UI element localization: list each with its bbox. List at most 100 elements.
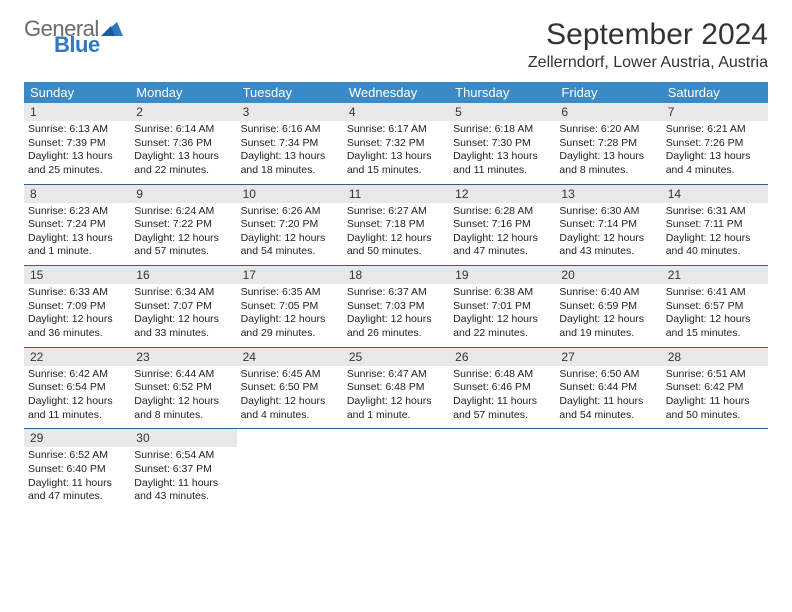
day-number: 11 <box>343 185 449 203</box>
day-cell: 5Sunrise: 6:18 AMSunset: 7:30 PMDaylight… <box>449 103 555 184</box>
day-cell: 19Sunrise: 6:38 AMSunset: 7:01 PMDayligh… <box>449 266 555 347</box>
day-details: Sunrise: 6:33 AMSunset: 7:09 PMDaylight:… <box>24 284 130 347</box>
day-cell: 3Sunrise: 6:16 AMSunset: 7:34 PMDaylight… <box>237 103 343 184</box>
day-line-day2: and 57 minutes. <box>453 409 551 423</box>
day-cell <box>555 429 661 510</box>
day-line-sunrise: Sunrise: 6:14 AM <box>134 123 232 137</box>
day-cell: 29Sunrise: 6:52 AMSunset: 6:40 PMDayligh… <box>24 429 130 510</box>
day-line-day2: and 18 minutes. <box>241 164 339 178</box>
day-line-day2: and 25 minutes. <box>28 164 126 178</box>
day-number: 13 <box>555 185 661 203</box>
day-line-day1: Daylight: 12 hours <box>241 395 339 409</box>
day-line-day1: Daylight: 13 hours <box>241 150 339 164</box>
day-line-sunset: Sunset: 7:11 PM <box>666 218 764 232</box>
day-number: 6 <box>555 103 661 121</box>
day-number: 9 <box>130 185 236 203</box>
day-line-sunrise: Sunrise: 6:47 AM <box>347 368 445 382</box>
day-line-day2: and 43 minutes. <box>559 245 657 259</box>
day-line-day2: and 19 minutes. <box>559 327 657 341</box>
day-line-sunset: Sunset: 7:05 PM <box>241 300 339 314</box>
day-line-day2: and 40 minutes. <box>666 245 764 259</box>
day-cell: 22Sunrise: 6:42 AMSunset: 6:54 PMDayligh… <box>24 348 130 429</box>
day-line-sunset: Sunset: 7:36 PM <box>134 137 232 151</box>
day-line-day1: Daylight: 12 hours <box>134 313 232 327</box>
day-line-day2: and 22 minutes. <box>134 164 232 178</box>
week-row: 1Sunrise: 6:13 AMSunset: 7:39 PMDaylight… <box>24 103 768 185</box>
day-line-day1: Daylight: 12 hours <box>134 395 232 409</box>
day-details: Sunrise: 6:27 AMSunset: 7:18 PMDaylight:… <box>343 203 449 266</box>
day-line-sunset: Sunset: 7:24 PM <box>28 218 126 232</box>
day-details: Sunrise: 6:21 AMSunset: 7:26 PMDaylight:… <box>662 121 768 184</box>
day-line-sunset: Sunset: 7:03 PM <box>347 300 445 314</box>
day-line-sunset: Sunset: 7:14 PM <box>559 218 657 232</box>
day-line-day2: and 15 minutes. <box>347 164 445 178</box>
day-line-sunset: Sunset: 6:40 PM <box>28 463 126 477</box>
title-block: September 2024 Zellerndorf, Lower Austri… <box>528 18 768 72</box>
day-line-sunrise: Sunrise: 6:45 AM <box>241 368 339 382</box>
logo-text-blue: Blue <box>54 34 123 56</box>
day-cell <box>449 429 555 510</box>
day-line-day1: Daylight: 12 hours <box>666 313 764 327</box>
day-line-day1: Daylight: 12 hours <box>347 232 445 246</box>
day-number: 8 <box>24 185 130 203</box>
day-details: Sunrise: 6:23 AMSunset: 7:24 PMDaylight:… <box>24 203 130 266</box>
day-number: 17 <box>237 266 343 284</box>
day-cell: 24Sunrise: 6:45 AMSunset: 6:50 PMDayligh… <box>237 348 343 429</box>
day-cell <box>343 429 449 510</box>
day-number: 4 <box>343 103 449 121</box>
day-line-day1: Daylight: 12 hours <box>347 313 445 327</box>
day-line-day2: and 1 minute. <box>347 409 445 423</box>
day-line-sunrise: Sunrise: 6:30 AM <box>559 205 657 219</box>
day-details: Sunrise: 6:44 AMSunset: 6:52 PMDaylight:… <box>130 366 236 429</box>
day-details: Sunrise: 6:16 AMSunset: 7:34 PMDaylight:… <box>237 121 343 184</box>
day-line-sunrise: Sunrise: 6:18 AM <box>453 123 551 137</box>
day-line-day2: and 47 minutes. <box>453 245 551 259</box>
location: Zellerndorf, Lower Austria, Austria <box>528 54 768 72</box>
day-details: Sunrise: 6:26 AMSunset: 7:20 PMDaylight:… <box>237 203 343 266</box>
weekday-header: Sunday <box>24 82 130 103</box>
day-line-day2: and 22 minutes. <box>453 327 551 341</box>
day-line-day1: Daylight: 13 hours <box>28 232 126 246</box>
day-cell: 8Sunrise: 6:23 AMSunset: 7:24 PMDaylight… <box>24 185 130 266</box>
day-number: 27 <box>555 348 661 366</box>
day-cell: 15Sunrise: 6:33 AMSunset: 7:09 PMDayligh… <box>24 266 130 347</box>
day-cell: 27Sunrise: 6:50 AMSunset: 6:44 PMDayligh… <box>555 348 661 429</box>
day-line-sunset: Sunset: 6:57 PM <box>666 300 764 314</box>
day-line-day1: Daylight: 12 hours <box>559 232 657 246</box>
day-number: 28 <box>662 348 768 366</box>
day-line-sunrise: Sunrise: 6:44 AM <box>134 368 232 382</box>
day-cell: 26Sunrise: 6:48 AMSunset: 6:46 PMDayligh… <box>449 348 555 429</box>
day-details: Sunrise: 6:18 AMSunset: 7:30 PMDaylight:… <box>449 121 555 184</box>
day-line-sunrise: Sunrise: 6:16 AM <box>241 123 339 137</box>
day-number: 18 <box>343 266 449 284</box>
day-line-day2: and 4 minutes. <box>666 164 764 178</box>
week-row: 8Sunrise: 6:23 AMSunset: 7:24 PMDaylight… <box>24 185 768 267</box>
day-line-day2: and 50 minutes. <box>666 409 764 423</box>
day-line-sunset: Sunset: 7:20 PM <box>241 218 339 232</box>
day-cell: 23Sunrise: 6:44 AMSunset: 6:52 PMDayligh… <box>130 348 236 429</box>
day-details: Sunrise: 6:54 AMSunset: 6:37 PMDaylight:… <box>130 447 236 510</box>
day-line-day2: and 36 minutes. <box>28 327 126 341</box>
day-number: 26 <box>449 348 555 366</box>
day-line-sunset: Sunset: 6:50 PM <box>241 381 339 395</box>
day-cell: 11Sunrise: 6:27 AMSunset: 7:18 PMDayligh… <box>343 185 449 266</box>
day-line-day1: Daylight: 12 hours <box>559 313 657 327</box>
day-line-sunset: Sunset: 6:44 PM <box>559 381 657 395</box>
day-details: Sunrise: 6:38 AMSunset: 7:01 PMDaylight:… <box>449 284 555 347</box>
day-number: 10 <box>237 185 343 203</box>
day-line-sunset: Sunset: 7:30 PM <box>453 137 551 151</box>
day-line-sunset: Sunset: 6:52 PM <box>134 381 232 395</box>
day-line-sunrise: Sunrise: 6:41 AM <box>666 286 764 300</box>
day-cell: 9Sunrise: 6:24 AMSunset: 7:22 PMDaylight… <box>130 185 236 266</box>
day-line-day1: Daylight: 11 hours <box>134 477 232 491</box>
day-line-day1: Daylight: 12 hours <box>453 232 551 246</box>
day-line-day2: and 1 minute. <box>28 245 126 259</box>
day-line-day2: and 8 minutes. <box>559 164 657 178</box>
day-line-sunset: Sunset: 6:46 PM <box>453 381 551 395</box>
day-line-sunrise: Sunrise: 6:54 AM <box>134 449 232 463</box>
week-row: 15Sunrise: 6:33 AMSunset: 7:09 PMDayligh… <box>24 266 768 348</box>
day-line-sunset: Sunset: 6:42 PM <box>666 381 764 395</box>
day-details: Sunrise: 6:45 AMSunset: 6:50 PMDaylight:… <box>237 366 343 429</box>
day-line-day1: Daylight: 12 hours <box>241 232 339 246</box>
day-line-sunrise: Sunrise: 6:50 AM <box>559 368 657 382</box>
